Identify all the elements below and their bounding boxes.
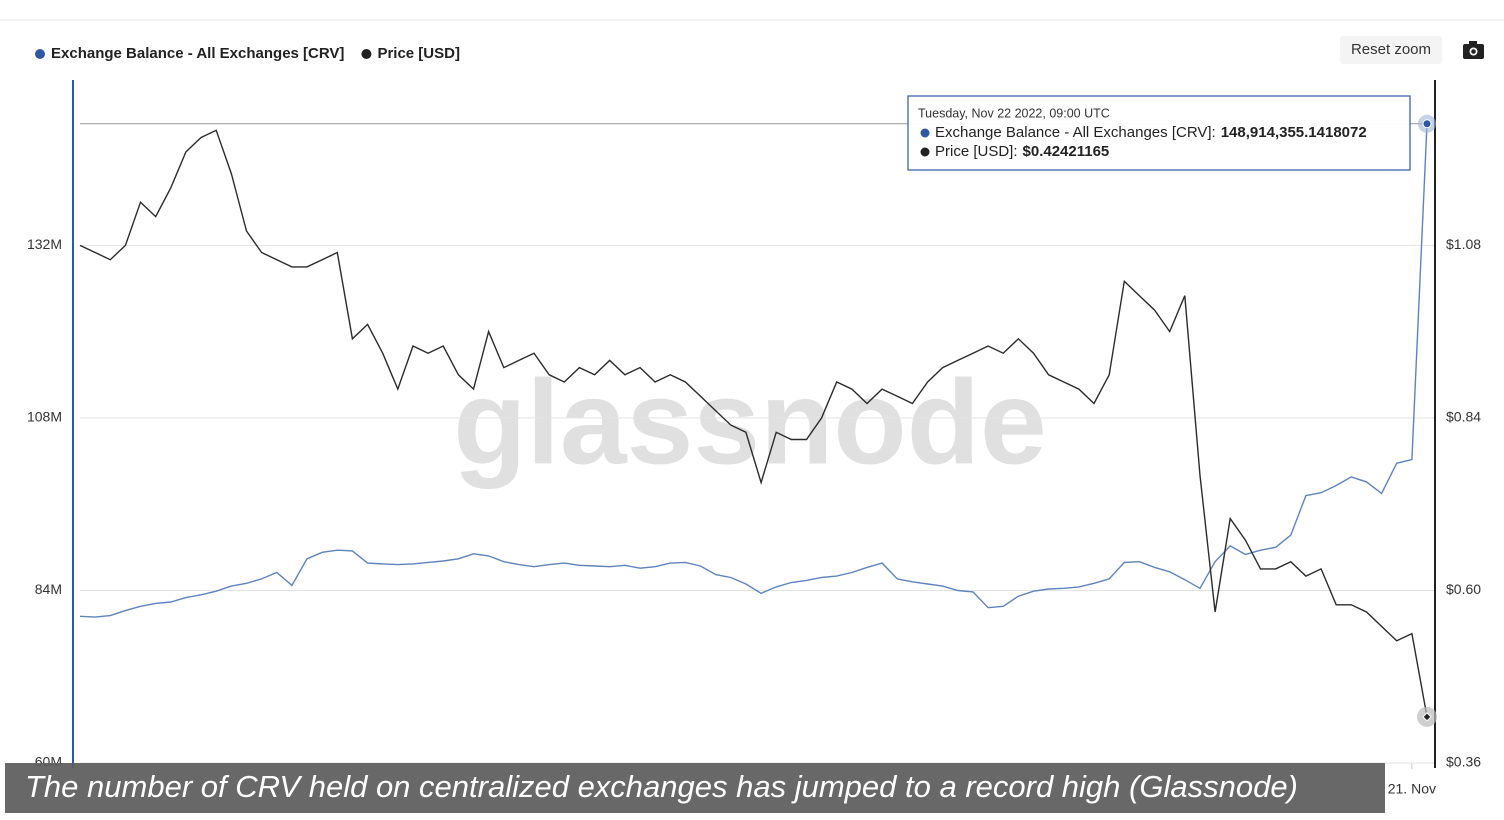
tooltip-value: $0.42421165: [1023, 143, 1110, 160]
tooltip-label: Price [USD]:: [935, 143, 1018, 160]
tooltip-date: Tuesday, Nov 22 2022, 09:00 UTC: [918, 106, 1110, 120]
button-label[interactable]: Reset zoom: [1351, 41, 1431, 58]
legend-label: Exchange Balance - All Exchanges [CRV]: [51, 45, 344, 62]
y2-tick-label: $0.36: [1446, 754, 1481, 770]
watermark: glassnode: [453, 356, 1047, 490]
tooltip-marker: [920, 128, 930, 138]
caption: The number of CRV held on centralized ex…: [25, 769, 1298, 804]
tooltip-box: [907, 95, 1411, 171]
y-tick-label: 132M: [27, 236, 62, 252]
series-line: [79, 123, 1428, 618]
tooltip-value: 148,914,355.1418072: [1221, 124, 1367, 141]
legend-label: Price [USD]: [377, 45, 460, 62]
y-tick-label: 108M: [27, 409, 62, 425]
camera-icon[interactable]: [1463, 41, 1484, 59]
tooltip: Tuesday, Nov 22 2022, 09:00 UTC Exchange …: [907, 95, 1411, 171]
series-line: [79, 129, 1428, 717]
caption-band: [5, 763, 1385, 813]
tooltip-label: Exchange Balance - All Exchanges [CRV]:: [935, 124, 1216, 141]
hover-point: [1422, 119, 1432, 129]
reset-zoom-button[interactable]: Reset zoom: [1340, 36, 1442, 64]
y-tick-label: 84M: [35, 581, 62, 597]
y2-tick-label: $0.60: [1446, 581, 1481, 597]
button-bg[interactable]: [1340, 36, 1442, 64]
y2-tick-label: $0.84: [1446, 409, 1481, 425]
legend-marker: [35, 49, 45, 59]
overlay: Exchange Balance - All Exchanges [CRV] Pr…: [5, 45, 1437, 813]
y2-tick-label: $1.08: [1446, 236, 1481, 252]
tooltip-marker: [920, 147, 930, 157]
hover-point: [1422, 712, 1432, 722]
legend-marker: [361, 49, 372, 59]
x-tick-label: 21. Nov: [1388, 781, 1436, 797]
